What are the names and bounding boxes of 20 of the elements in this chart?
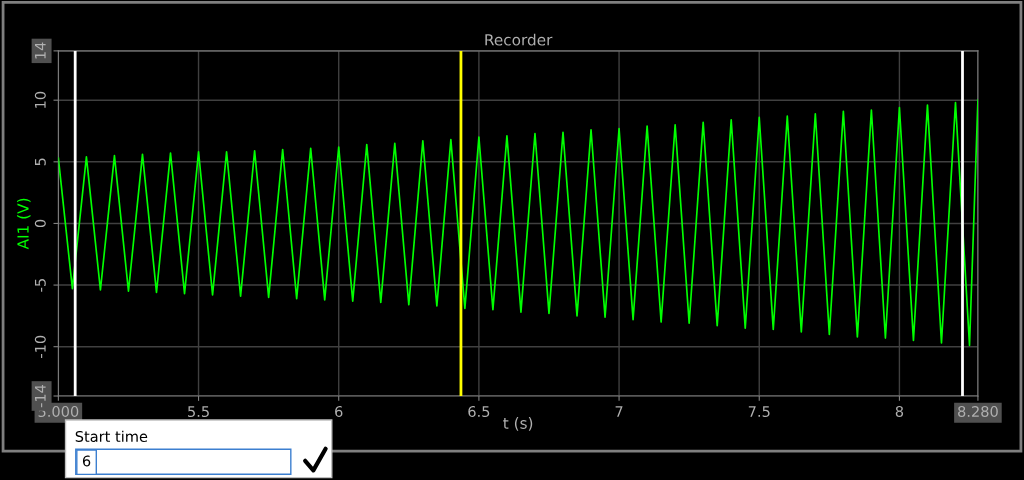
y-tick-label: -14 xyxy=(34,384,46,408)
y-tick-label: -10 xyxy=(34,335,46,358)
x-tick-label: 8 xyxy=(895,405,904,418)
y-axis-title: AI1 (V) xyxy=(16,198,31,250)
x-axis-title: t (s) xyxy=(503,417,533,431)
line-series xyxy=(58,99,978,347)
y-tick-label: 10 xyxy=(34,91,46,108)
y-tick-label: 14 xyxy=(34,42,46,59)
y-tick-label: 0 xyxy=(34,219,46,228)
x-tick-label: 6 xyxy=(335,405,343,418)
x-tick-label: 8.280 xyxy=(958,405,998,418)
y-tick-label: -5 xyxy=(34,279,46,292)
text: 6 xyxy=(82,455,91,467)
x-tick-label: 6.5 xyxy=(468,405,490,418)
x-tick-label: 5.5 xyxy=(188,406,209,418)
x-tick-label: 7 xyxy=(615,406,623,417)
x-tick-label: 7.5 xyxy=(748,406,770,418)
chart-title: Recorder xyxy=(485,33,553,46)
y-tick-label: 5 xyxy=(34,158,46,166)
text: Start time xyxy=(75,430,148,442)
